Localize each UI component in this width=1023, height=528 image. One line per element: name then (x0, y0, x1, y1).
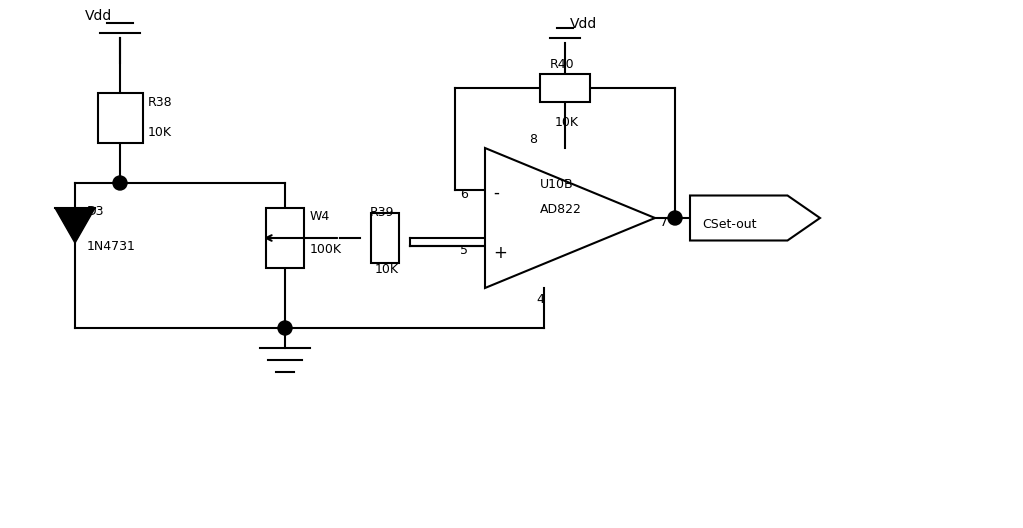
Bar (97, 93, 142, 143)
Text: CSet-out: CSet-out (702, 218, 756, 231)
Text: U10B: U10B (540, 178, 574, 191)
Bar (540, 74, 590, 102)
Text: D3: D3 (87, 205, 104, 219)
Text: 6: 6 (460, 188, 468, 201)
Text: AD822: AD822 (540, 203, 582, 216)
Bar (266, 208, 304, 268)
Text: R39: R39 (370, 206, 395, 219)
Text: -: - (493, 184, 499, 202)
Circle shape (113, 176, 127, 190)
Text: 8: 8 (530, 133, 537, 146)
Text: 10K: 10K (148, 126, 172, 139)
Circle shape (278, 321, 292, 335)
Text: 1N4731: 1N4731 (87, 240, 136, 253)
Polygon shape (485, 148, 655, 288)
Text: 10K: 10K (375, 263, 399, 276)
Text: R40: R40 (550, 58, 575, 71)
Bar (371, 213, 399, 263)
Text: 7: 7 (660, 216, 668, 229)
Text: +: + (493, 244, 506, 262)
Polygon shape (690, 195, 820, 240)
Text: 10K: 10K (555, 116, 579, 129)
Text: W4: W4 (310, 210, 330, 223)
Text: 4: 4 (536, 293, 544, 306)
Text: 5: 5 (460, 244, 468, 257)
Text: Vdd: Vdd (85, 9, 113, 23)
Text: Vdd: Vdd (570, 17, 597, 31)
Circle shape (668, 211, 682, 225)
Text: R38: R38 (148, 96, 173, 109)
Polygon shape (55, 208, 95, 243)
Text: 100K: 100K (310, 243, 342, 256)
